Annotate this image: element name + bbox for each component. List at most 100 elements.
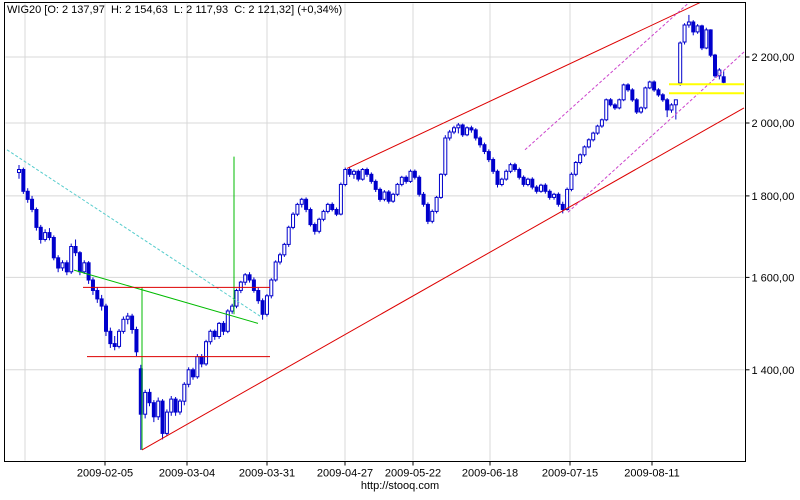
candle-body [291, 213, 296, 228]
candle-body [34, 209, 39, 228]
candle-body [478, 137, 483, 146]
candle-body [112, 343, 117, 348]
candle-body [69, 246, 74, 273]
candle-body [238, 281, 243, 291]
candle-body [482, 144, 487, 152]
candle-body [164, 411, 169, 434]
candle-body [495, 170, 500, 185]
candle-body [121, 318, 126, 332]
candle-body [386, 191, 391, 202]
candle-body [195, 356, 200, 378]
candle-body [586, 139, 591, 148]
x-tick-label: 2009-03-04 [159, 468, 215, 480]
candle-body [347, 169, 352, 175]
candle-body [251, 279, 256, 291]
candle-body [230, 305, 235, 312]
candle-body [264, 295, 269, 315]
candle-body [669, 104, 674, 111]
candle-body [221, 322, 226, 332]
candle-body [86, 262, 91, 281]
candle-body [77, 252, 82, 273]
candle-body [130, 315, 135, 331]
candle-body [434, 196, 439, 212]
candle-body [534, 186, 539, 192]
candle-body [108, 330, 113, 345]
candle-body [469, 127, 474, 131]
candle-body [273, 261, 278, 281]
candle-body [95, 290, 100, 300]
candle-body [708, 29, 713, 56]
candles [17, 14, 726, 450]
candle-body [156, 400, 161, 418]
candle-body [247, 274, 252, 281]
candle-body [334, 209, 339, 215]
candle-body [499, 178, 504, 185]
source-url: http://stooq.com [360, 480, 440, 492]
candle-body [30, 198, 35, 210]
candle-body [634, 99, 639, 113]
candle-body [321, 210, 326, 220]
candle-body [582, 146, 587, 156]
candle-body [660, 94, 665, 101]
candle-body [486, 151, 491, 161]
candle-body [304, 198, 309, 210]
candle-body [317, 218, 322, 232]
candle-body [599, 119, 604, 127]
candle-body [17, 169, 21, 173]
candle-body [208, 330, 213, 343]
downtrend-line-cyan [6, 149, 261, 317]
candle-body [104, 305, 108, 332]
uptrend-line-magenta-1 [524, 2, 690, 151]
candle-body [612, 104, 617, 109]
candle-body [504, 170, 509, 180]
candle-body [430, 210, 435, 222]
x-axis: 2009-02-05 2009-03-04 2009-03-31 2009-04-27… [77, 461, 680, 480]
y-tick-label: 1 600,00 [752, 272, 795, 284]
candle-body [443, 137, 448, 175]
candle-body [665, 99, 670, 111]
x-tick-label: 2009-08-11 [624, 468, 679, 480]
y-tick-label: 2 200,00 [752, 52, 795, 64]
candle-body [173, 398, 178, 413]
candle-body [404, 176, 409, 182]
candle-body [369, 173, 374, 182]
candle-body [43, 232, 48, 241]
candle-body [556, 193, 561, 205]
candle-body [678, 42, 683, 84]
candle-body [691, 21, 696, 33]
candle-body [51, 237, 56, 259]
candle-body [125, 315, 130, 320]
candle-body [452, 127, 456, 133]
candle-body [147, 391, 152, 404]
candle-body [512, 164, 517, 170]
candle-body [686, 21, 691, 26]
candle-body [421, 193, 426, 205]
y-axis: 2 200,00 2 000,00 1 800,00 1 600,00 1 400,00 [745, 52, 795, 377]
candle-body [656, 89, 661, 96]
candle-body [552, 193, 557, 198]
candle-body [73, 246, 78, 254]
x-tick-label: 2009-02-05 [77, 468, 133, 480]
candle-body [473, 129, 478, 139]
candle-body [25, 190, 30, 200]
candle-body [99, 298, 104, 307]
candle-body [438, 173, 443, 198]
candle-body [560, 203, 565, 210]
candle-body [160, 400, 165, 434]
candle-body [151, 402, 156, 418]
candle-body [282, 243, 287, 256]
gridlines [5, 3, 745, 461]
y-tick-label: 1 800,00 [752, 191, 795, 203]
candle-body [460, 124, 465, 136]
candle-body [269, 279, 274, 297]
trendlines [6, 2, 745, 451]
candle-body [199, 356, 204, 365]
candle-body [647, 81, 652, 89]
candle-body [90, 279, 95, 291]
x-tick-label: 2009-07-15 [542, 468, 598, 480]
candle-body [182, 383, 187, 402]
candle-body [278, 254, 282, 263]
candle-body [56, 257, 61, 269]
candle-body [82, 262, 87, 273]
